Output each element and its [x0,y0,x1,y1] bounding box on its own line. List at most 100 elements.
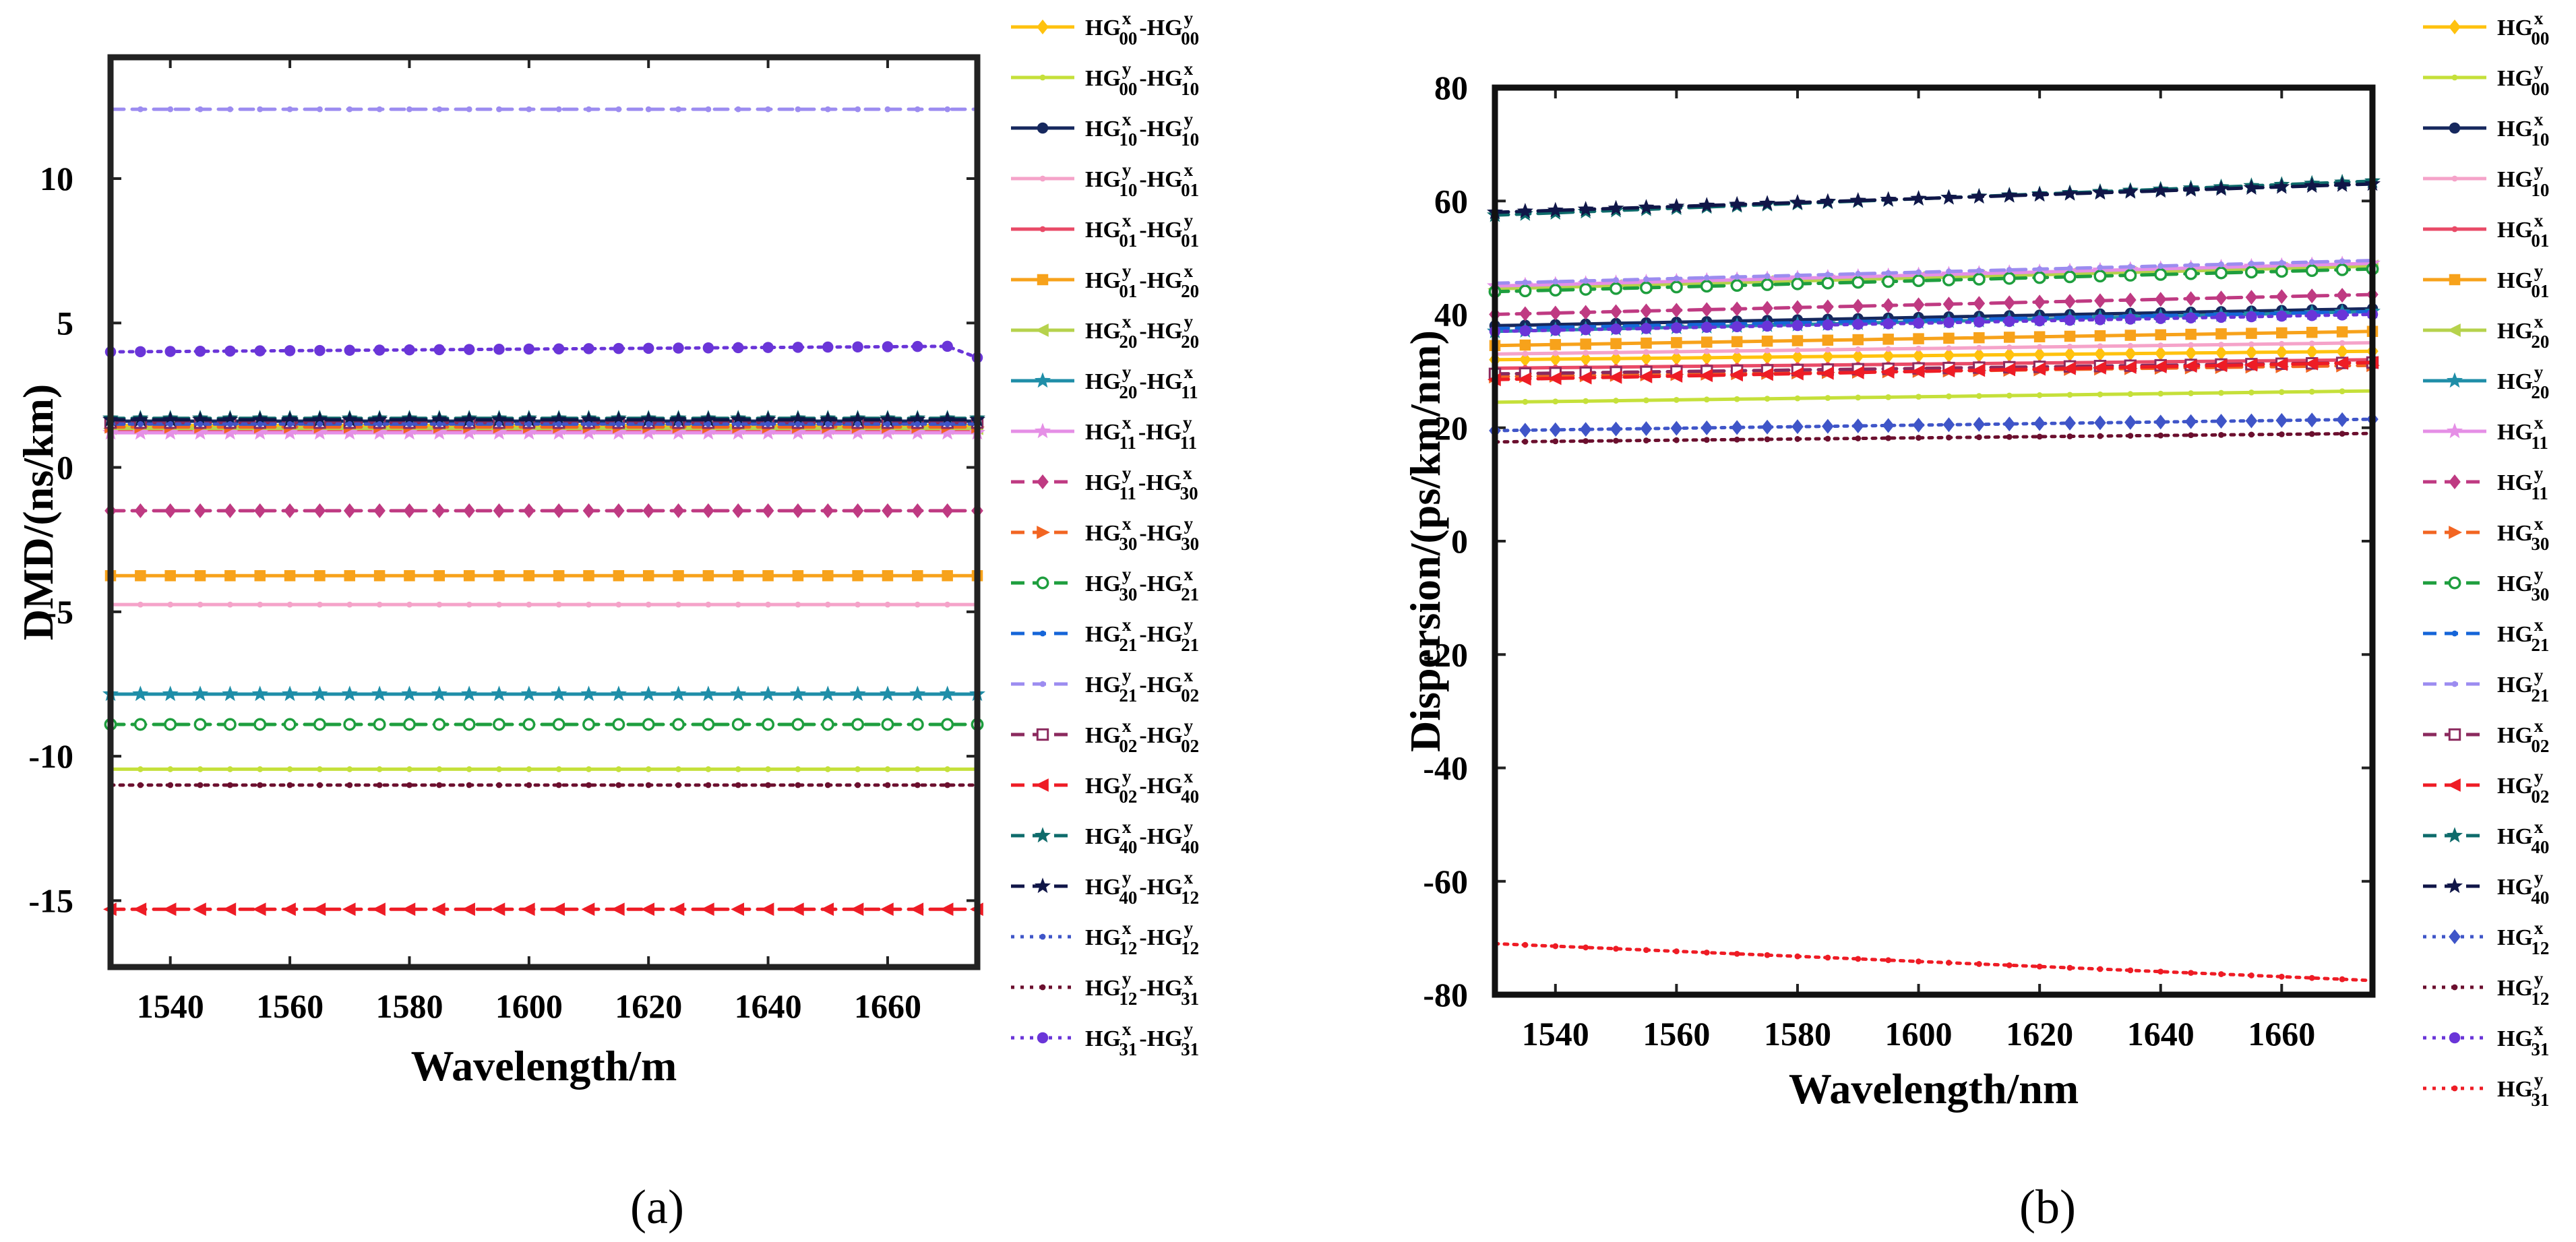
point-HG40y-HG12x [222,411,239,427]
point-HG31x-HG31y [224,345,236,357]
point-HG31x-HG31y [523,343,535,355]
point-HG12y-HG31x [824,782,831,788]
point-HG31x [1580,323,1591,336]
legend-entry-HG12x-HG12y: HGx 12-HGy 12 [1011,918,1199,958]
point-HG30y [1942,273,1955,286]
point-HG11y [2275,289,2288,305]
point-HG40y-HG12x [132,411,149,427]
point-HG00y [1734,396,1740,402]
point-HG12x [1609,421,1622,437]
point-HG01y [1550,339,1562,350]
point-HG31y [2097,966,2104,972]
legend-label: HGy 31 [2497,1069,2549,1110]
legend-entry-HG40x-HG40y: HGx 40-HGy 40 [1011,817,1199,857]
point-HG10y-HG01x [406,601,412,608]
point-HG31y [1794,953,1801,960]
point-HG31x-HG31y [613,342,625,354]
point-HG11y [1822,299,1834,315]
legend-swatch-marker [2449,122,2461,134]
point-HG40y [1729,195,1746,212]
legend-swatch-marker [2451,630,2458,637]
point-HG01y [2033,331,2046,342]
point-HG21y-HG02x [586,106,592,113]
series-HG10y-HG01x [107,601,981,608]
point-HG30y-HG21x [373,718,386,731]
point-HG00y-HG10x [526,766,532,772]
chart-b-frame [1492,84,2376,998]
chart-a-series [102,106,985,917]
point-HG10y [2218,342,2224,348]
point-HG11x-HG11y [461,424,478,440]
point-HG30y-HG21x [821,718,834,731]
point-HG10y-HG01x [436,601,443,608]
point-HG31x-HG31y [822,341,834,353]
point-HG00y [1946,393,1952,400]
point-HG11x-HG11y [431,424,448,440]
point-HG31y [2066,964,2073,971]
point-HG00x [1851,348,1864,364]
point-HG11x-HG11y [251,424,268,440]
legend-entry-HG31x: HGx 31 [2423,1019,2549,1059]
point-HG12y-HG31x [855,782,861,788]
point-HG12x-HG12y [197,421,204,427]
point-HG12x [1700,420,1713,435]
point-HG00x [1549,351,1562,367]
point-HG01y [2306,326,2318,338]
series-line-HG11x [1493,261,2374,288]
legend-swatch-marker [2447,372,2463,388]
point-HG20y-HG11x [162,685,179,702]
chart-b-xtick-label: 1620 [2006,1015,2073,1053]
point-HG12y [2066,433,2073,439]
point-HG02y-HG40x [611,902,625,917]
series-line-HG30y [1493,267,2374,294]
point-HG02y [1517,372,1531,386]
point-HG10y [1975,344,1982,351]
point-HG31y [1703,950,1710,956]
point-HG02y-HG40x [760,902,774,917]
legend-swatch-marker [2449,929,2461,944]
legend-label: HGy 20 [2497,362,2549,402]
point-HG21y [2188,262,2195,268]
point-HG12y-HG31x [884,782,891,788]
legend-entry-HG30y: HGy 30 [2423,564,2549,604]
point-HG40y-HG12x [311,411,328,427]
legend-swatch-marker [1039,984,1046,991]
point-HG00x [2033,346,2046,362]
legend-label: HGx 02-HGy 02 [1085,716,1199,756]
point-HG21y-HG02x [824,106,831,113]
point-HG01y-HG20x [852,570,863,582]
point-HG01y [1943,332,1955,344]
point-HG00y [2248,389,2255,396]
point-HG31y [1522,941,1529,948]
point-HG21y-HG02x [944,106,951,113]
point-HG12y [1824,435,1831,442]
legend-entry-HG21y-HG02x: HGy 21-HGx 02 [1011,665,1199,706]
point-HG00y-HG10x [675,766,681,772]
legend-entry-HG00y-HG10x: HGy 00-HGx 10 [1011,59,1199,99]
point-HG12y-HG31x [466,782,472,788]
point-HG31x [1701,321,1713,333]
series-HG30y-HG21x [104,718,984,731]
point-HG30y-HG21x [702,718,715,731]
chart-a-ytick-label: 0 [57,449,73,487]
point-HG10y [1643,349,1649,355]
point-HG21y [1975,268,1982,274]
point-HG30y [1700,280,1713,293]
point-HG31x [2124,313,2137,325]
legend-entry-HG20y: HGy 20 [2423,362,2549,402]
point-HG02y [1608,370,1622,384]
legend-entry-HG40y: HGy 40 [2423,867,2549,908]
point-HG40y [2304,177,2321,193]
point-HG12y [2188,432,2195,439]
point-HG30y-HG21x [313,718,326,731]
point-HG40y [1789,193,1806,210]
point-HG31x-HG31y [553,343,565,354]
point-HG01y-HG20x [553,570,565,582]
point-HG00y [1824,395,1831,401]
point-HG20y-HG11x [670,685,687,702]
point-HG21y-HG02x [735,106,741,113]
point-HG11x-HG11y [849,424,866,440]
point-HG40y [2062,185,2079,201]
point-HG12x-HG12y [765,421,771,427]
